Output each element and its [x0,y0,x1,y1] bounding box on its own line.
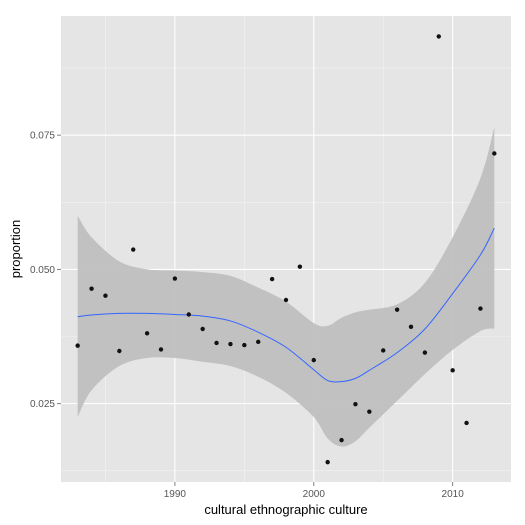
data-point [311,357,316,363]
y-tick-label: 0.075 [30,131,55,142]
data-point [367,409,372,414]
y-tick-label: 0.050 [30,265,55,276]
data-point [325,459,330,465]
data-point [75,343,80,348]
data-point [117,348,122,354]
data-point [436,34,441,39]
x-axis-title: cultural ethnographic culture [204,502,367,517]
x-axis-ticks: 1990 2000 2010 [164,482,464,500]
smooth-line [77,227,495,383]
data-point [422,350,428,355]
data-point [492,151,497,156]
data-point [478,306,483,311]
data-point [89,286,94,291]
data-points [75,34,497,465]
data-point [214,340,219,346]
y-axis-title: proportion [8,220,23,279]
data-point [242,342,247,348]
data-point [408,324,414,330]
data-point [339,437,344,443]
data-point [394,307,400,312]
data-point [464,420,469,426]
data-point [103,293,108,298]
data-point [144,331,150,336]
data-point [297,264,303,269]
data-point [381,348,386,353]
x-tick-label: 2000 [303,489,326,500]
y-axis-ticks: 0.025 0.050 0.075 [30,131,61,410]
x-tick-label: 1990 [164,489,187,500]
data-point [172,276,178,281]
y-tick-label: 0.025 [30,399,55,410]
data-point [131,247,136,252]
plot-panel [61,16,511,482]
data-point [256,339,261,345]
confidence-ribbon [77,127,495,447]
x-tick-label: 2010 [442,489,465,500]
data-point [450,368,455,373]
data-point [353,401,358,407]
data-point [186,312,191,317]
data-point [228,341,233,347]
data-point [283,297,289,303]
data-point [200,326,205,332]
data-point [269,276,275,282]
data-point [158,347,164,352]
